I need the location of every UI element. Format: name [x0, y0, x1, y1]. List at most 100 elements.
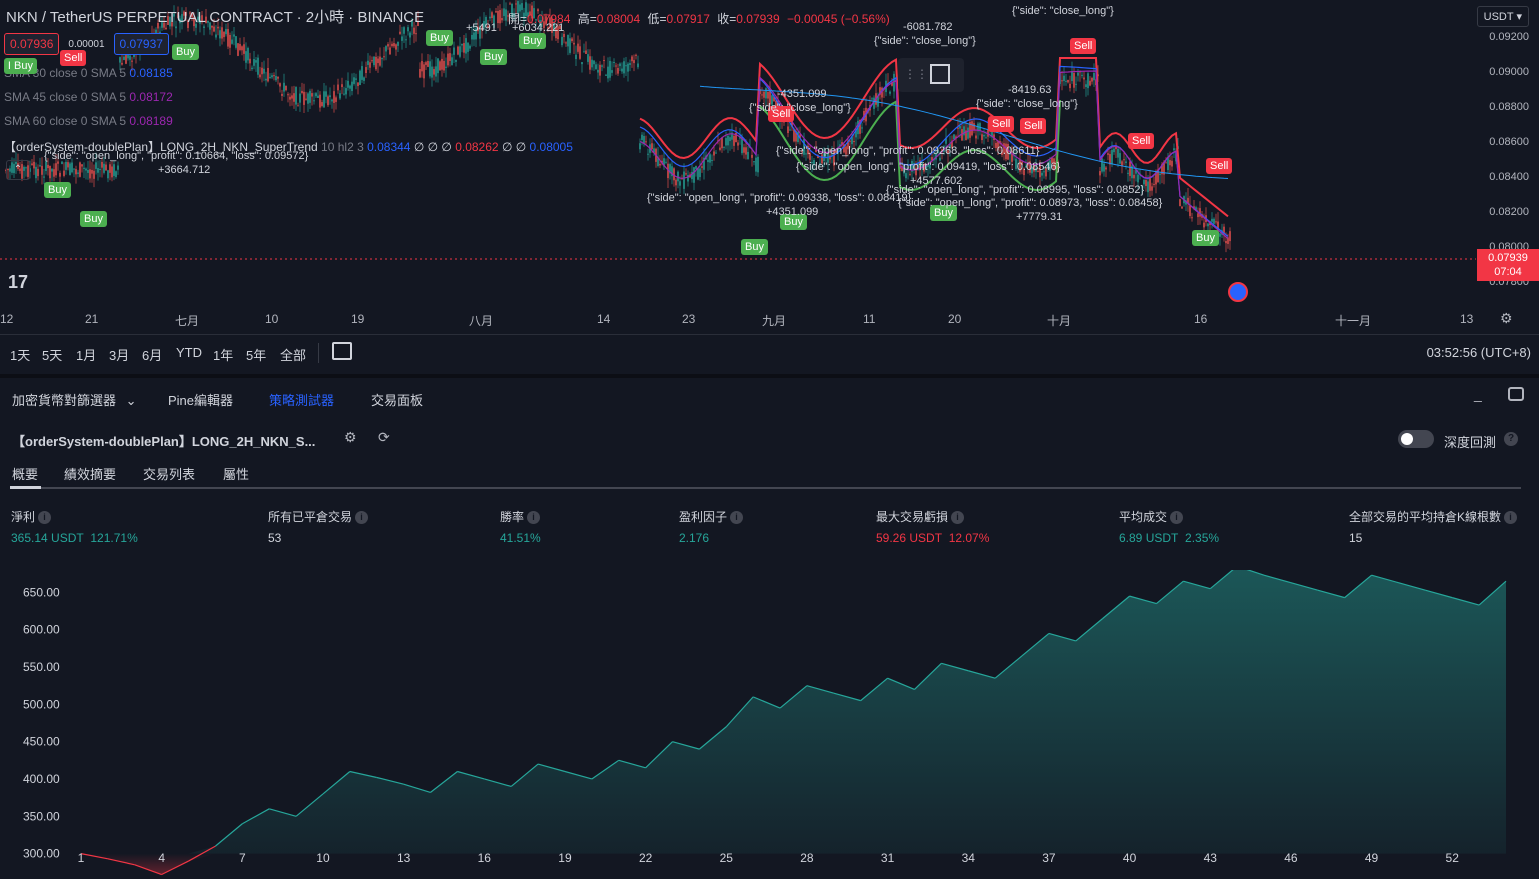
info-icon[interactable]: i	[730, 511, 744, 525]
candle-body	[507, 15, 509, 17]
gear-icon[interactable]: ⚙	[1500, 310, 1513, 326]
info-icon[interactable]: i	[355, 511, 369, 525]
equity-line-segment	[645, 741, 673, 769]
candle-body	[1111, 149, 1113, 165]
candle-body	[13, 163, 15, 174]
candle-body	[71, 162, 73, 173]
buy-marker: Buy	[930, 205, 957, 221]
buy-price-button[interactable]: 0.07937	[113, 33, 169, 55]
info-icon[interactable]: i	[527, 511, 541, 525]
settings-icon[interactable]: ⚙	[344, 429, 357, 445]
time-tick: 八月	[469, 314, 494, 328]
clock-timezone[interactable]: 03:52:56 (UTC+8)	[1426, 345, 1531, 360]
candle-body	[631, 56, 633, 62]
range-1m-button[interactable]: 1月	[76, 348, 97, 363]
sell-marker: Sell	[1128, 133, 1155, 149]
time-axis[interactable]: 12 21 七月 10 19 八月 14 23 九月 11 20 十月 16 十…	[0, 306, 1539, 334]
candle-body	[815, 149, 817, 153]
us-flag-icon[interactable]	[1228, 282, 1248, 302]
currency-select[interactable]: USDT ▾	[1476, 6, 1529, 27]
info-icon[interactable]: i	[38, 511, 52, 525]
time-tick: 21	[85, 312, 99, 326]
tab-pine-editor[interactable]: Pine編輯器	[168, 393, 234, 408]
candle-body	[297, 105, 299, 107]
equity-line-segment	[887, 677, 915, 690]
maximize-icon[interactable]	[1508, 387, 1524, 401]
range-3m-button[interactable]: 3月	[109, 348, 130, 363]
candle-body	[209, 22, 211, 30]
range-ytd-button[interactable]: YTD	[176, 345, 202, 360]
candle-body	[289, 96, 291, 100]
candle-body	[185, 12, 187, 16]
range-6m-button[interactable]: 6月	[142, 348, 163, 363]
candle-body	[101, 161, 103, 168]
open-label: 開=	[508, 12, 528, 26]
candle-body	[671, 166, 673, 177]
x-tick-label: 19	[558, 851, 572, 865]
candle-body	[9, 168, 11, 172]
candle-body	[95, 162, 97, 169]
strategy-name[interactable]: 【orderSystem-doublePlan】LONG_2H_NKN_S...	[12, 434, 316, 449]
tab-strategy-tester[interactable]: 策略測試器	[269, 393, 335, 408]
range-all-button[interactable]: 全部	[280, 348, 307, 363]
equity-line-segment	[376, 776, 404, 785]
candle-body	[607, 66, 609, 79]
time-tick: 19	[351, 312, 365, 326]
candle-body	[173, 13, 175, 17]
tab-overview[interactable]: 概要	[12, 467, 39, 482]
price-chart[interactable]: NKN / TetherUS PERPETUAL CONTRACT · 2小時 …	[0, 0, 1539, 334]
candle-body	[1061, 80, 1063, 82]
candle-body	[751, 154, 753, 158]
minimize-icon[interactable]: _	[1474, 386, 1482, 402]
help-icon[interactable]: ?	[1504, 432, 1518, 446]
equity-chart[interactable]: 650.00 600.00 550.00 500.00 450.00 400.00 350.…	[0, 565, 1539, 876]
candle-body	[227, 29, 229, 47]
tab-properties[interactable]: 屬性	[223, 467, 250, 482]
selection-box-icon[interactable]	[930, 64, 950, 84]
info-icon[interactable]: i	[1504, 511, 1518, 525]
tab-trade-list[interactable]: 交易列表	[143, 467, 196, 482]
candle-body	[927, 164, 929, 167]
candle-body	[1193, 206, 1195, 209]
high-value: 0.08004	[596, 12, 641, 26]
sell-price-button[interactable]: 0.07936	[4, 33, 60, 55]
indicator-strategy[interactable]: 【orderSystem-doublePlan】LONG_2H_NKN_Supe…	[4, 138, 573, 155]
candle-body	[459, 46, 461, 57]
candle-body	[939, 157, 941, 161]
candle-body	[247, 47, 249, 61]
candle-body	[561, 36, 563, 46]
indicator-sma45[interactable]: SMA 45 close 0 SMA 5 0.08172	[4, 90, 173, 104]
tab-performance-summary[interactable]: 績效摘要	[64, 467, 117, 482]
range-5d-button[interactable]: 5天	[42, 348, 63, 363]
indicator-sma60[interactable]: SMA 60 close 0 SMA 5 0.08189	[4, 114, 173, 128]
calendar-icon[interactable]	[332, 342, 352, 360]
candle-body	[523, 12, 525, 19]
metric-label: 所有已平倉交易	[268, 510, 353, 524]
candle-body	[427, 60, 429, 67]
collapse-legend-button[interactable]: ⌃	[6, 160, 30, 180]
metric-percent: 2.35%	[1185, 531, 1220, 545]
drag-handle-icon[interactable]: ⋮⋮	[904, 67, 928, 81]
tab-crypto-screener[interactable]: 加密貨幣對篩選器 ⌄	[12, 390, 137, 409]
candle-body	[257, 57, 259, 75]
range-1d-button[interactable]: 1天	[10, 348, 31, 363]
candle-body	[1041, 172, 1043, 176]
candle-body	[1219, 233, 1221, 237]
info-icon[interactable]: i	[1170, 511, 1184, 525]
drawing-toolbar[interactable]: ⋮⋮	[898, 58, 964, 92]
source-code-icon[interactable]: ⟳	[378, 429, 390, 445]
range-5y-button[interactable]: 5年	[246, 348, 267, 363]
candle-body	[1131, 165, 1133, 179]
info-icon[interactable]: i	[951, 511, 965, 525]
range-1y-button[interactable]: 1年	[213, 348, 234, 363]
candle-body	[687, 174, 689, 182]
candle-body	[341, 84, 343, 88]
deep-backtest-toggle[interactable]	[1398, 430, 1434, 448]
buy-marker: Buy	[172, 44, 199, 60]
candle-body	[245, 51, 247, 63]
candle-body	[345, 88, 347, 95]
candle-body	[239, 43, 241, 51]
symbol-title[interactable]: NKN / TetherUS PERPETUAL CONTRACT · 2小時 …	[6, 6, 424, 27]
tab-trading-panel[interactable]: 交易面板	[371, 393, 424, 408]
candle-body	[1083, 77, 1085, 80]
